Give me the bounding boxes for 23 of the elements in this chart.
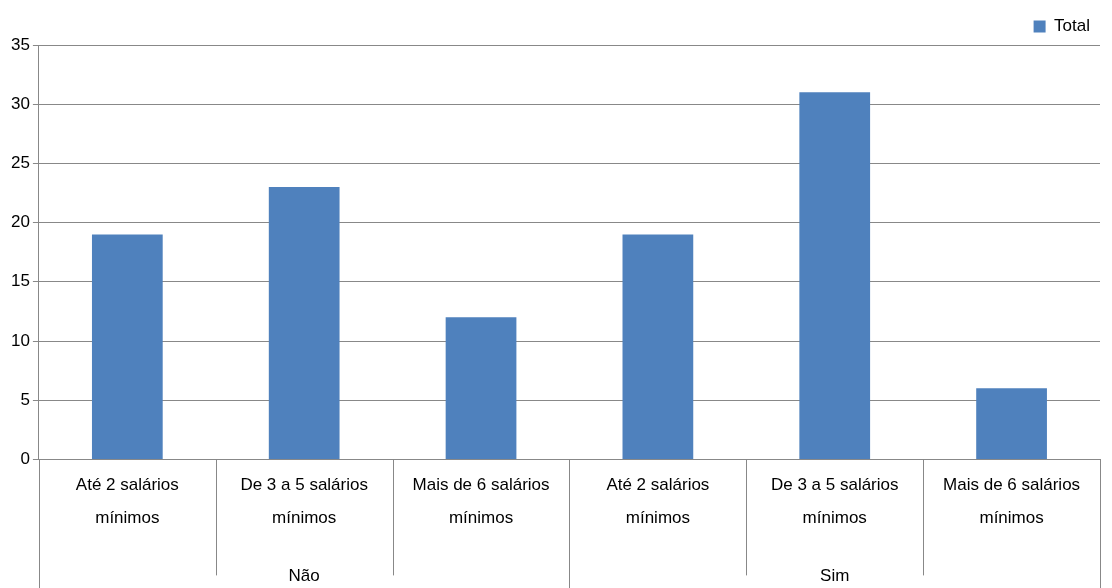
bar xyxy=(268,187,340,459)
y-tick-label: 30 xyxy=(10,93,30,113)
x-tick-label: De 3 a 5 salários mínimos xyxy=(770,475,899,527)
y-tick-label: 35 xyxy=(10,34,30,54)
x-tick-label: Mais de 6 salários mínimos xyxy=(412,475,550,527)
y-tick-label: 5 xyxy=(20,389,30,409)
bar xyxy=(976,388,1047,459)
y-tick-label: 0 xyxy=(20,449,30,469)
x-tick-label: Até 2 salários mínimos xyxy=(606,475,710,527)
text: Sim xyxy=(820,565,850,585)
y-tick-label: 20 xyxy=(10,212,30,232)
text: Não xyxy=(288,565,320,585)
x-tick-label: Mais de 6 salários mínimos xyxy=(943,475,1081,527)
x-tick-label: De 3 a 5 salários mínimos xyxy=(240,475,368,527)
y-tick-label: 25 xyxy=(10,153,30,173)
bar xyxy=(91,234,163,459)
bar xyxy=(445,317,517,459)
bar xyxy=(799,92,871,459)
legend-label: Total xyxy=(1054,16,1091,36)
x-tick-label: Até 2 salários mínimos xyxy=(75,475,179,527)
y-tick-label: 10 xyxy=(10,330,30,350)
bar xyxy=(622,234,694,459)
y-tick-label: 15 xyxy=(10,271,30,291)
